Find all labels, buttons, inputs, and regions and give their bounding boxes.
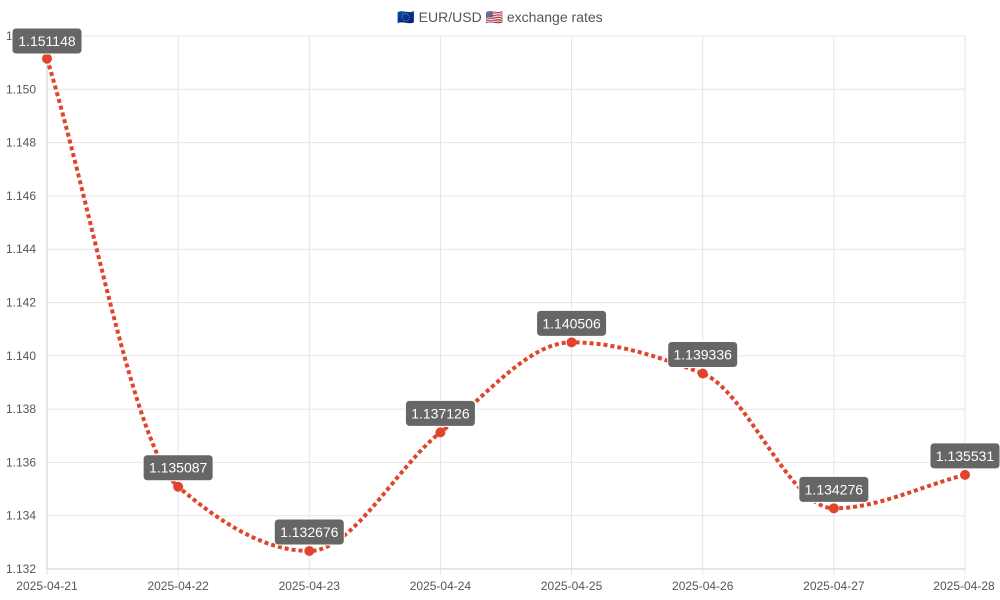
y-tick-label: 1.132 (6, 562, 36, 576)
y-tick-label: 1.134 (6, 509, 36, 523)
series-line (45, 58, 966, 553)
data-point[interactable] (42, 53, 52, 64)
data-point[interactable] (566, 337, 577, 348)
y-tick-label: 1.146 (6, 189, 36, 203)
y-axis-ticks: 1.132 1.134 1.136 1.138 1.140 1.142 1.144 1.146… (6, 29, 36, 576)
data-point[interactable] (828, 503, 839, 514)
x-tick-label: 2025-04-24 (410, 579, 472, 593)
data-label-text: 1.135531 (936, 448, 995, 464)
data-label-text: 1.140506 (542, 315, 601, 331)
data-label-box (798, 475, 870, 503)
data-label-box (142, 454, 214, 482)
x-tick-label: 2025-04-26 (672, 579, 734, 593)
data-label: 1.137126 (404, 399, 476, 427)
data-label-box (536, 309, 608, 337)
x-tick-label: 2025-04-21 (16, 579, 78, 593)
data-label-box (404, 399, 476, 427)
chart-title: 🇪🇺 EUR/USD 🇺🇸 exchange rates (397, 9, 602, 25)
data-point[interactable] (960, 469, 970, 480)
x-tick-label: 2025-04-25 (541, 579, 603, 593)
y-tick-label: 1.138 (6, 402, 36, 416)
data-label: 1.134276 (798, 475, 870, 503)
data-label: 1.139336 (667, 340, 739, 368)
x-axis-ticks: 2025-04-21 2025-04-22 2025-04-23 2025-04-24… (16, 579, 995, 593)
data-label: 1.132676 (273, 518, 345, 546)
y-tick-label: 1.136 (6, 455, 36, 469)
data-label-text: 1.151148 (18, 33, 76, 49)
chart-title-text: 🇪🇺 EUR/USD 🇺🇸 exchange rates (397, 9, 602, 25)
data-label: 1.140506 (536, 309, 608, 337)
data-label-text: 1.139336 (674, 346, 733, 362)
data-label-text: 1.132676 (280, 524, 339, 540)
data-label-text: 1.135087 (149, 460, 208, 476)
data-point[interactable] (304, 545, 315, 556)
x-tick-label: 2025-04-27 (803, 579, 865, 593)
data-label-box (11, 27, 83, 55)
y-tick-label: 1.142 (6, 296, 36, 310)
x-tick-label: 2025-04-28 (933, 579, 995, 593)
data-label: 1.135087 (142, 454, 214, 482)
data-label: 1.135531 (929, 442, 1000, 470)
grid (46, 35, 966, 575)
data-point[interactable] (173, 481, 184, 492)
data-label-box (929, 442, 1000, 470)
data-label-text: 1.134276 (805, 481, 864, 497)
x-tick-label: 2025-04-22 (147, 579, 209, 593)
data-point[interactable] (697, 368, 708, 379)
data-label-text: 1.137126 (411, 405, 470, 421)
data-label: 1.151148 (11, 27, 83, 55)
y-tick-label: 1.150 (6, 82, 36, 96)
data-point[interactable] (435, 427, 446, 438)
y-tick-label: 1.148 (6, 136, 36, 150)
series (45, 58, 966, 553)
data-label-box (273, 518, 345, 546)
points (42, 53, 970, 556)
data-labels: 1.151148 1.135087 1.132676 1.137126 1.140506… (11, 27, 1000, 546)
x-tick-label: 2025-04-23 (279, 579, 341, 593)
data-label-box (667, 340, 739, 368)
y-tick-label: 1.144 (6, 242, 36, 256)
y-tick-label: 1.140 (6, 349, 36, 363)
